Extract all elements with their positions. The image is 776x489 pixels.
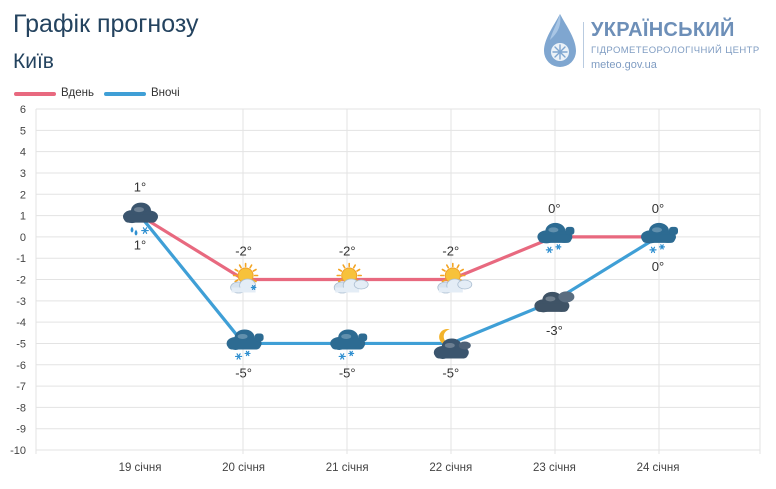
- logo-title: УКРАЇНСЬКИЙ: [591, 19, 735, 41]
- x-tick-label: 24 січня: [637, 462, 680, 474]
- day-temp-label: 0°: [548, 201, 560, 216]
- cloudy-snow-icon: [330, 329, 368, 360]
- y-tick-label: -6: [16, 360, 26, 372]
- y-tick-label: 1: [20, 211, 26, 223]
- x-tick-label: 19 січня: [119, 462, 162, 474]
- night-temp-label: -5°: [442, 365, 459, 380]
- cloudy-snow-icon: [641, 222, 678, 254]
- cloudy-snow-icon: [226, 329, 264, 360]
- day-temp-label: 0°: [652, 201, 664, 216]
- y-tick-label: -9: [16, 424, 26, 436]
- night-temp-label: -5°: [235, 365, 252, 380]
- y-tick-label: -8: [16, 402, 26, 414]
- x-tick-label: 21 січня: [326, 462, 369, 474]
- partly-cloudy-icon: [333, 262, 369, 294]
- chart-grid: [35, 108, 761, 454]
- partly-cloudy-icon: [437, 262, 473, 294]
- series-line-day: [138, 213, 660, 282]
- series-line-night: [138, 213, 660, 346]
- partly-cloudy-snow-icon: [230, 262, 259, 294]
- logo[interactable]: УКРАЇНСЬКИЙ ГІДРОМЕТЕОРОЛОГІЧНИЙ ЦЕНТР m…: [540, 12, 765, 74]
- y-tick-label: -5: [16, 338, 26, 350]
- y-tick-label: 4: [20, 147, 26, 159]
- night-temp-label: 0°: [652, 259, 664, 274]
- x-tick-label: 20 січня: [222, 462, 265, 474]
- y-tick-label: 5: [20, 125, 26, 137]
- y-tick-label: 0: [20, 232, 26, 244]
- y-tick-label: 6: [20, 104, 26, 116]
- x-tick-label: 23 січня: [533, 462, 576, 474]
- city-name: Київ: [13, 50, 54, 73]
- page-title: Графік прогнозу: [13, 10, 199, 38]
- y-tick-label: -3: [16, 296, 26, 308]
- water-drop-logo-icon: [544, 14, 576, 67]
- legend-swatch-day: [14, 92, 56, 96]
- day-temp-label: -2°: [339, 244, 356, 259]
- day-temp-label: -2°: [235, 244, 252, 259]
- night-temp-label: -5°: [339, 365, 356, 380]
- legend-swatch-night: [104, 92, 146, 96]
- day-temp-label: -2°: [442, 244, 459, 259]
- night-temp-label: 1°: [134, 238, 146, 253]
- y-tick-label: -1: [16, 253, 26, 265]
- legend-label-night: Вночі: [151, 87, 180, 99]
- logo-subtitle: ГІДРОМЕТЕОРОЛОГІЧНИЙ ЦЕНТР: [591, 45, 760, 56]
- y-tick-label: -7: [16, 381, 26, 393]
- cloudy-rain-snow-icon: [123, 202, 158, 236]
- cloudy-snow-icon: [537, 222, 575, 254]
- y-tick-label: 3: [20, 168, 26, 180]
- legend-label-day: Вдень: [61, 87, 94, 99]
- y-tick-label: -2: [16, 275, 26, 287]
- logo-website[interactable]: meteo.gov.ua: [591, 59, 657, 71]
- moon-cloudy-icon: [433, 328, 471, 359]
- y-tick-label: 2: [20, 189, 26, 201]
- day-temp-label: 1°: [134, 180, 146, 195]
- y-tick-label: -10: [10, 445, 26, 457]
- x-tick-label: 22 січня: [429, 462, 472, 474]
- overcast-night-icon: [534, 291, 575, 313]
- night-temp-label: -3°: [546, 323, 563, 338]
- y-tick-label: -4: [16, 317, 26, 329]
- logo-separator: [583, 22, 584, 68]
